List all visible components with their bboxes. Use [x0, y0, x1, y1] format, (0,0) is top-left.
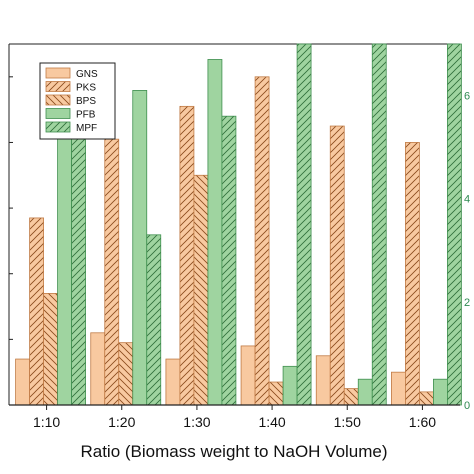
bar-pfb-1-30	[207, 59, 223, 406]
bar-pks-1-20	[104, 138, 120, 406]
bar-pfb-1-50	[357, 378, 373, 406]
bar-bps-1-30	[193, 174, 209, 406]
bar-pks-1-60	[405, 142, 420, 406]
bar-gns-1-10	[15, 358, 30, 406]
bars	[15, 43, 462, 406]
x-tick-label: 1:30	[183, 414, 210, 430]
legend-swatch-pks	[45, 81, 71, 92]
bar-bps-1-50	[343, 388, 359, 406]
legend-label-gns: GNS	[76, 69, 98, 80]
bar-mpf-1-60	[447, 43, 462, 406]
right-tick-label: 6	[464, 91, 470, 103]
bar-bps-1-20	[118, 342, 134, 406]
bar-pfb-1-20	[132, 90, 148, 406]
bar-bps-1-40	[268, 381, 284, 406]
bar-mpf-1-50	[371, 43, 387, 406]
bar-gns-1-40	[240, 345, 256, 406]
bar-gns-1-50	[315, 355, 331, 406]
bar-gns-1-30	[165, 358, 181, 406]
bar-mpf-1-10	[71, 115, 86, 406]
x-tick-label: 1:60	[409, 414, 436, 430]
legend-label-pks: PKS	[76, 83, 96, 94]
bar-gns-1-20	[90, 332, 106, 406]
bar-pks-1-40	[254, 76, 270, 406]
bar-pks-1-30	[179, 105, 195, 406]
legend-label-pfb: PFB	[76, 110, 96, 121]
bar-bps-1-60	[419, 391, 434, 406]
right-tick-label: 4	[464, 194, 470, 206]
bar-pks-1-50	[329, 125, 345, 406]
legend-label-bps: BPS	[76, 96, 96, 107]
legend-swatch-bps	[45, 94, 71, 106]
legend: GNS PKS BPS PFB MPF	[39, 62, 116, 140]
bar-pfb-1-60	[433, 378, 448, 406]
x-tick-label: 1:40	[258, 414, 285, 430]
bar-mpf-1-20	[146, 234, 162, 406]
legend-label-mpf: MPF	[76, 123, 97, 134]
left-axis-ticks	[9, 76, 13, 406]
bar-bps-1-10	[43, 293, 58, 406]
legend-swatch-mpf	[45, 121, 71, 133]
x-tick-label: 1:50	[334, 414, 361, 430]
bar-mpf-1-40	[296, 43, 312, 406]
bar-mpf-1-30	[221, 115, 237, 406]
x-axis-title: Ratio (Biomass weight to NaOH Volume)	[80, 442, 387, 461]
bar-pks-1-10	[29, 217, 44, 406]
legend-swatch-pfb	[45, 108, 71, 119]
bar-gns-1-60	[391, 371, 406, 406]
bar-pfb-1-40	[282, 365, 298, 406]
right-tick-label: 2	[464, 297, 470, 309]
x-tick-label: 1:10	[33, 414, 60, 430]
x-tick-label: 1:20	[108, 414, 135, 430]
x-axis: 1:10 1:20 1:30 1:40 1:50 1:60	[9, 404, 460, 430]
right-tick-label: 0	[464, 400, 470, 412]
legend-swatch-gns	[45, 67, 71, 79]
